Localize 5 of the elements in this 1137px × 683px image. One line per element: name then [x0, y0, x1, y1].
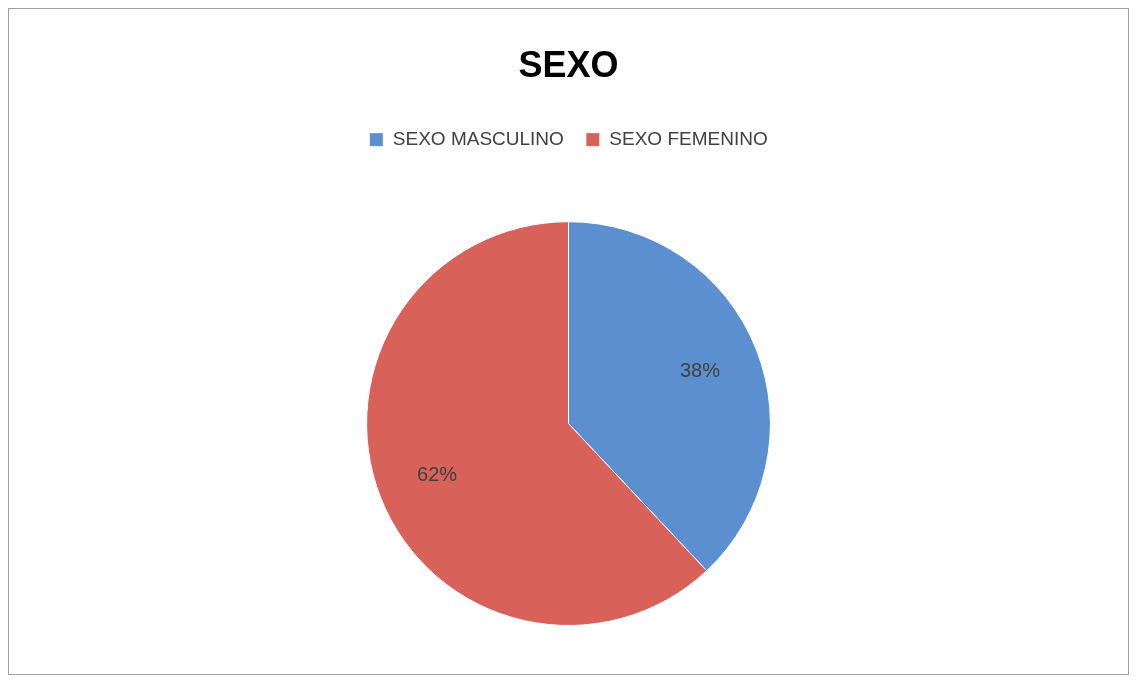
legend-label: SEXO FEMENINO [609, 127, 768, 149]
data-label: 62% [417, 463, 458, 486]
legend-label: SEXO MASCULINO [392, 127, 564, 149]
data-label: 38% [679, 359, 721, 382]
chart-title: SEXO [518, 43, 619, 85]
